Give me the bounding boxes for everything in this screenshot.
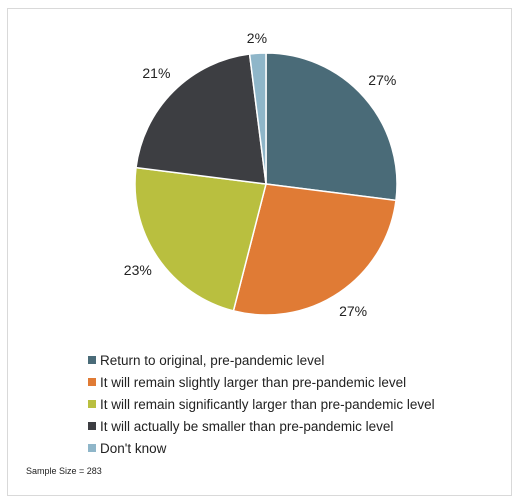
legend-item-smaller: It will actually be smaller than pre-pan… bbox=[88, 415, 435, 437]
legend-label: Don't know bbox=[100, 440, 167, 456]
pie-data-label-4: 2% bbox=[247, 30, 267, 46]
legend-swatch bbox=[88, 422, 96, 430]
legend-label: It will actually be smaller than pre-pan… bbox=[100, 418, 394, 434]
pie-slice-4 bbox=[248, 52, 267, 185]
legend-item-slightly-larger: It will remain slightly larger than pre-… bbox=[88, 371, 435, 393]
legend-swatch bbox=[88, 444, 96, 452]
pie-slices bbox=[134, 52, 398, 316]
pie-data-label-3: 21% bbox=[142, 65, 170, 81]
pie-data-label-1: 27% bbox=[339, 303, 367, 319]
legend-item-return-to-original: Return to original, pre-pandemic level bbox=[88, 349, 435, 371]
legend-label: It will remain slightly larger than pre-… bbox=[100, 374, 407, 390]
legend-swatch bbox=[88, 356, 96, 364]
pie-slice-2 bbox=[134, 166, 267, 312]
legend-label: Return to original, pre-pandemic level bbox=[100, 352, 325, 368]
legend-item-dont-know: Don't know bbox=[88, 437, 435, 459]
pie-data-label-0: 27% bbox=[368, 72, 396, 88]
legend-swatch bbox=[88, 378, 96, 386]
legend: Return to original, pre-pandemic level I… bbox=[88, 349, 435, 459]
legend-label: It will remain significantly larger than… bbox=[100, 396, 435, 412]
pie-slice-0 bbox=[265, 52, 398, 202]
legend-item-significantly-larger: It will remain significantly larger than… bbox=[88, 393, 435, 415]
pie-data-labels: 27% 27% 23% 21% 2% bbox=[124, 30, 397, 319]
pie-slice-3 bbox=[135, 53, 267, 185]
pie-data-label-2: 23% bbox=[124, 262, 152, 278]
sample-size-note: Sample Size = 283 bbox=[26, 466, 102, 476]
legend-swatch bbox=[88, 400, 96, 408]
pie-slice-1 bbox=[232, 183, 397, 316]
